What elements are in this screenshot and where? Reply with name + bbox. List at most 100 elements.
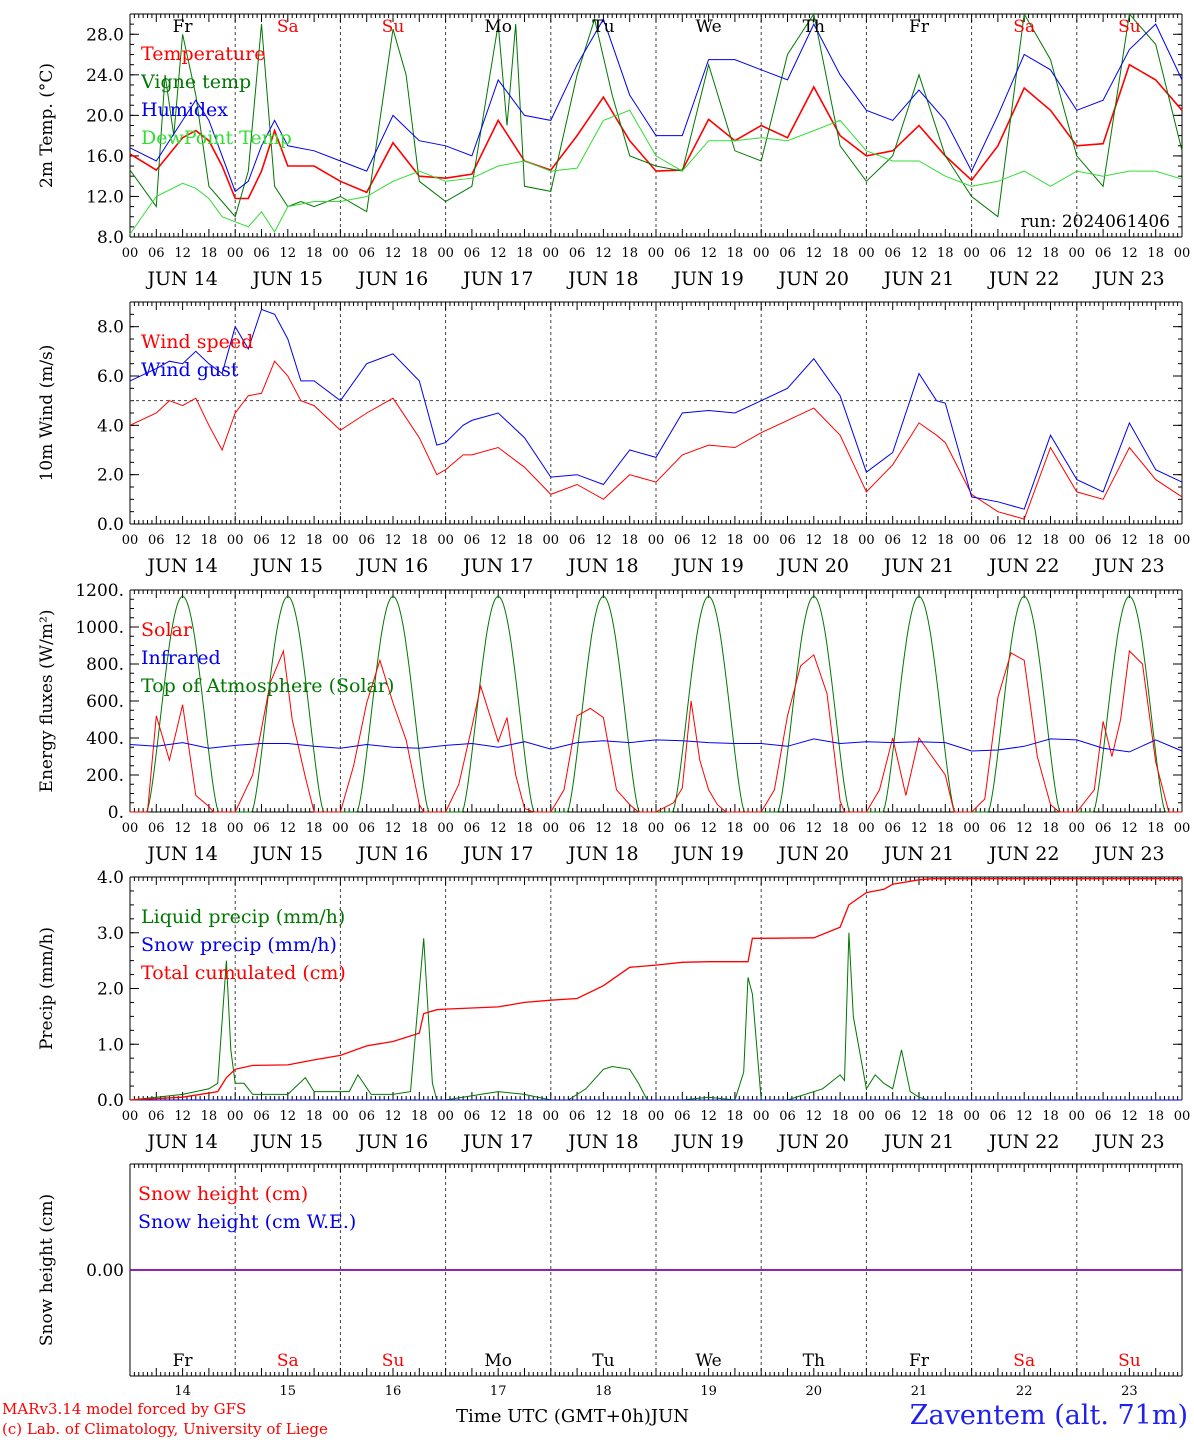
x-tick-label: 18 (937, 821, 954, 836)
weekday-label: Tu (592, 17, 614, 37)
x-tick-label: 18 (727, 821, 744, 836)
x-tick-label: 18 (937, 246, 954, 261)
weekday-label: Sa (277, 17, 299, 37)
x-tick-label: 00 (648, 246, 665, 261)
date-label: JUN 21 (882, 555, 954, 577)
series-wind-speed-line (129, 360, 1183, 520)
day-number-label: 18 (595, 1384, 612, 1399)
series-total-cumulated-cm--line (129, 878, 1182, 1101)
x-tick-label: 00 (1069, 533, 1086, 548)
weekday-label: Mo (484, 1351, 512, 1371)
x-tick-label: 18 (832, 821, 849, 836)
day-number-label: 21 (911, 1384, 928, 1399)
x-tick-label: 00 (227, 821, 244, 836)
date-label: JUN 15 (251, 843, 323, 865)
x-tick-label: 06 (1095, 533, 1112, 548)
x-tick-label: 12 (280, 246, 297, 261)
x-tick-label: 18 (937, 1109, 954, 1124)
y-axis-title: Snow height (cm) (37, 1194, 57, 1346)
x-tick-label: 18 (937, 533, 954, 548)
x-tick-label: 12 (490, 533, 507, 548)
legend-entry: Wind gust (141, 359, 239, 381)
y-tick-label: 2.0 (97, 980, 124, 1000)
weekday-label: Sa (277, 1351, 299, 1371)
x-tick-label: 18 (1147, 246, 1164, 261)
weekday-label: Su (1118, 1351, 1141, 1371)
x-tick-label: 18 (621, 1109, 638, 1124)
x-tick-label: 12 (280, 1109, 297, 1124)
x-tick-label: 00 (122, 1109, 139, 1124)
x-tick-label: 12 (1016, 246, 1033, 261)
x-tick-label: 06 (674, 533, 691, 548)
x-tick-label: 18 (832, 1109, 849, 1124)
weekday-label: Th (803, 17, 825, 37)
x-tick-label: 12 (385, 533, 402, 548)
x-tick-label: 18 (201, 1109, 218, 1124)
x-tick-label: 12 (280, 821, 297, 836)
y-tick-label: 8.0 (97, 318, 124, 338)
x-tick-label: 00 (543, 1109, 560, 1124)
day-number-label: 23 (1121, 1384, 1138, 1399)
date-label: JUN 18 (566, 555, 638, 577)
time-axis-label: Time UTC (GMT+0h) (456, 1406, 651, 1427)
legend-entry: Vigne temp (140, 71, 251, 93)
y-tick-label: 1000. (75, 618, 124, 638)
x-tick-label: 12 (806, 246, 823, 261)
x-tick-label: 06 (358, 821, 375, 836)
x-tick-label: 12 (911, 1109, 928, 1124)
x-tick-label: 06 (148, 821, 165, 836)
x-tick-label: 18 (306, 246, 323, 261)
weekday-label: Su (382, 1351, 405, 1371)
x-tick-label: 12 (700, 246, 717, 261)
x-tick-label: 12 (595, 821, 612, 836)
x-tick-label: 00 (1174, 246, 1191, 261)
x-tick-label: 12 (490, 821, 507, 836)
x-tick-label: 06 (674, 821, 691, 836)
y-axis-title: Precip (mm/h) (37, 927, 57, 1050)
date-label: JUN 17 (461, 843, 533, 865)
y-axis-title: 2m Temp. (°C) (37, 63, 57, 188)
x-tick-label: 06 (253, 821, 270, 836)
x-tick-label: 12 (700, 1109, 717, 1124)
x-tick-label: 18 (411, 246, 428, 261)
date-label: JUN 23 (1092, 268, 1164, 290)
weekday-label: We (696, 17, 722, 37)
x-tick-label: 18 (832, 533, 849, 548)
x-tick-label: 00 (648, 1109, 665, 1124)
x-tick-label: 06 (779, 821, 796, 836)
x-tick-label: 12 (1121, 821, 1138, 836)
x-tick-label: 18 (516, 246, 533, 261)
x-tick-label: 18 (516, 821, 533, 836)
x-tick-label: 12 (174, 533, 191, 548)
x-tick-label: 06 (779, 246, 796, 261)
date-label: JUN 15 (251, 555, 323, 577)
legend-entry: Wind speed (141, 331, 253, 353)
x-tick-label: 18 (727, 533, 744, 548)
x-tick-label: 06 (884, 821, 901, 836)
weekday-label: Fr (909, 17, 930, 37)
x-tick-label: 06 (569, 1109, 586, 1124)
x-tick-label: 18 (1147, 533, 1164, 548)
x-tick-label: 12 (911, 533, 928, 548)
x-tick-label: 00 (332, 533, 349, 548)
x-tick-label: 18 (727, 1109, 744, 1124)
x-tick-label: 06 (884, 246, 901, 261)
x-tick-label: 06 (253, 533, 270, 548)
x-tick-label: 06 (358, 533, 375, 548)
date-label: JUN 22 (987, 1131, 1059, 1153)
x-tick-label: 06 (464, 246, 481, 261)
x-tick-label: 00 (437, 821, 454, 836)
y-tick-label: 20.0 (86, 106, 124, 126)
x-tick-label: 18 (516, 533, 533, 548)
x-tick-label: 06 (1095, 1109, 1112, 1124)
x-tick-label: 12 (806, 533, 823, 548)
x-tick-label: 12 (1016, 1109, 1033, 1124)
x-tick-label: 06 (990, 1109, 1007, 1124)
y-tick-label: 1.0 (97, 1035, 124, 1055)
x-tick-label: 00 (963, 246, 980, 261)
x-tick-label: 06 (1095, 821, 1112, 836)
date-label: JUN 22 (987, 555, 1059, 577)
x-tick-label: 00 (437, 1109, 454, 1124)
date-label: JUN 23 (1092, 843, 1164, 865)
credit-line-model: MARv3.14 model forced by GFS (2, 1400, 247, 1418)
